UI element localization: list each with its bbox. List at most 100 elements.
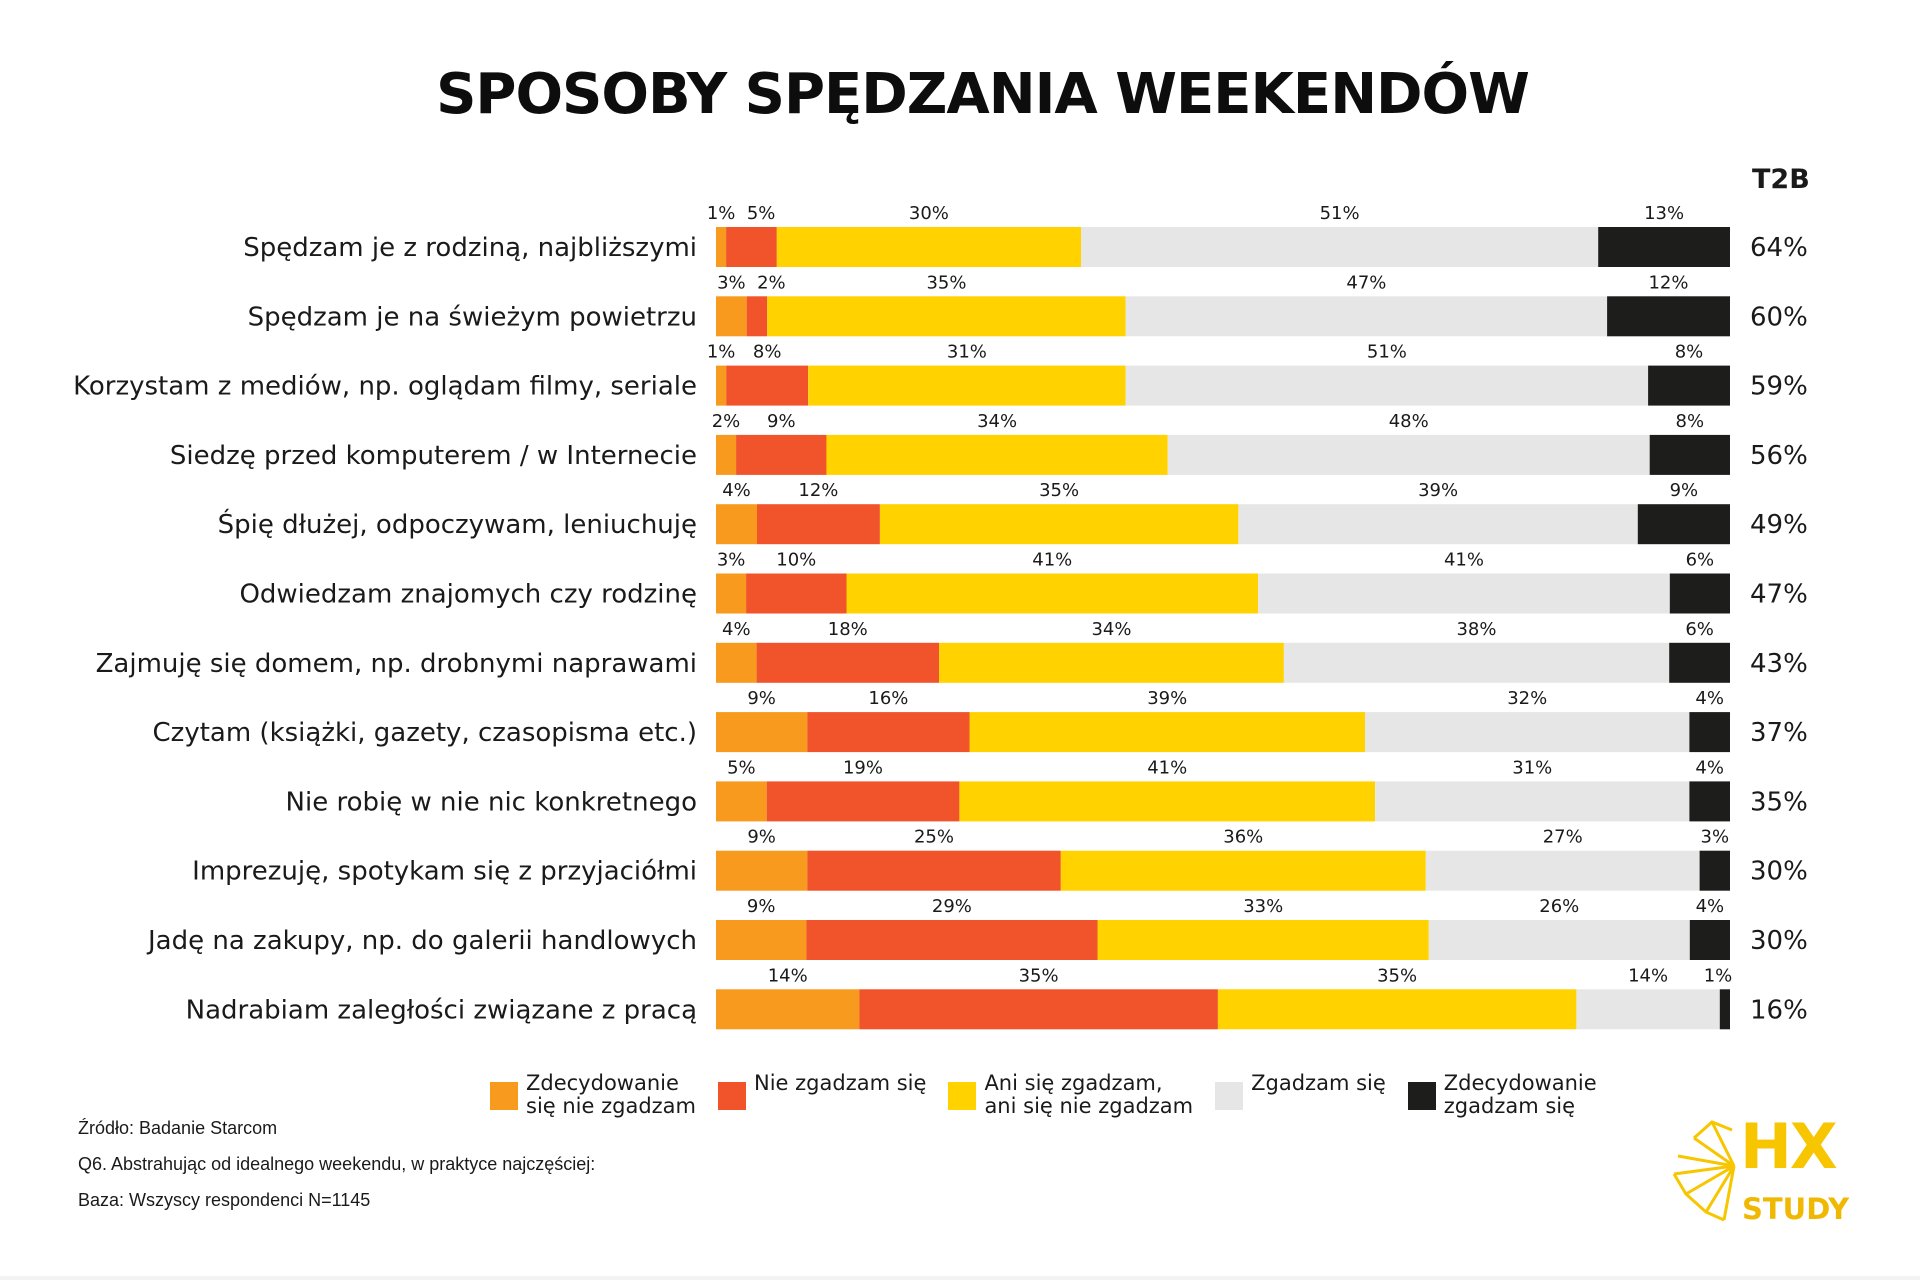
segment-value-label: 30% bbox=[909, 203, 949, 224]
t2b-value: 49% bbox=[1750, 510, 1808, 540]
legend-label-strongly-agree: Zdecydowanie zgadzam się bbox=[1443, 1071, 1597, 1118]
segment-value-label: 6% bbox=[1685, 619, 1714, 640]
segment-value-label: 26% bbox=[1539, 896, 1579, 917]
bar-segment-agree bbox=[1283, 642, 1670, 683]
bar-segment-neutral bbox=[808, 365, 1126, 406]
t2b-value: 56% bbox=[1750, 441, 1808, 471]
segment-value-label: 51% bbox=[1320, 203, 1360, 224]
bar-segment-strongly-disagree bbox=[716, 434, 737, 475]
segment-value-label: 12% bbox=[798, 480, 838, 501]
category-label: Korzystam z mediów, np. oglądam filmy, s… bbox=[73, 372, 697, 402]
bar-segment-strongly-disagree bbox=[716, 850, 808, 891]
bar-segment-disagree bbox=[726, 365, 809, 406]
footnote-base: Baza: Wszyscy respondenci N=1145 bbox=[78, 1190, 371, 1210]
bar-segment-neutral bbox=[1217, 989, 1577, 1030]
bar-segment-disagree bbox=[757, 504, 880, 545]
bar-segment-strongly-agree bbox=[1669, 573, 1730, 614]
bar-segment-strongly-agree bbox=[1637, 504, 1730, 545]
bar-segment-agree bbox=[1125, 365, 1649, 406]
legend-item-neutral: Ani się zgadzam, ani się nie zgadzam bbox=[948, 1072, 1193, 1118]
bar-segment-agree bbox=[1365, 712, 1690, 753]
segment-value-label: 8% bbox=[1676, 411, 1705, 432]
segment-value-label: 12% bbox=[1648, 272, 1688, 293]
segment-value-label: 27% bbox=[1543, 827, 1583, 848]
bar-segment-neutral bbox=[959, 781, 1376, 822]
bar-segment-disagree bbox=[726, 227, 777, 267]
bar-segment-agree bbox=[1167, 434, 1650, 475]
segment-value-label: 39% bbox=[1418, 480, 1458, 501]
bar-segment-strongly-disagree bbox=[716, 573, 747, 614]
category-label: Zajmuję się domem, np. drobnymi naprawam… bbox=[96, 649, 697, 679]
t2b-value: 37% bbox=[1750, 718, 1808, 748]
category-label: Siedzę przed komputerem / w Internecie bbox=[170, 441, 697, 471]
bar-segment-disagree bbox=[756, 642, 940, 683]
bar-segment-strongly-disagree bbox=[716, 781, 767, 822]
legend-swatch-strongly-agree bbox=[1407, 1082, 1436, 1110]
category-label: Odwiedzam znajomych czy rodzinę bbox=[239, 580, 697, 610]
bar-segment-agree bbox=[1375, 781, 1690, 822]
segment-value-label: 41% bbox=[1444, 550, 1484, 571]
segment-value-label: 6% bbox=[1686, 550, 1715, 571]
bar-segment-strongly-agree bbox=[1649, 434, 1730, 475]
segment-value-label: 1% bbox=[707, 203, 736, 224]
logo-hx-text: HX bbox=[1740, 1110, 1838, 1183]
legend-item-disagree: Nie zgadzam się bbox=[718, 1072, 926, 1110]
legend-swatch-strongly-disagree bbox=[490, 1082, 518, 1110]
segment-value-label: 10% bbox=[776, 550, 816, 571]
legend-label-disagree: Nie zgadzam się bbox=[754, 1071, 927, 1095]
segment-value-label: 5% bbox=[727, 757, 756, 778]
bar-segment-strongly-disagree bbox=[716, 227, 727, 267]
category-label: Nadrabiam zaległości związane z pracą bbox=[186, 995, 697, 1025]
segment-value-label: 34% bbox=[977, 411, 1017, 432]
segment-value-label: 38% bbox=[1456, 619, 1496, 640]
segment-value-label: 3% bbox=[717, 272, 746, 293]
segment-value-label: 25% bbox=[914, 827, 954, 848]
segment-value-label: 31% bbox=[947, 342, 987, 363]
t2b-value: 47% bbox=[1750, 580, 1808, 610]
bar-segment-disagree bbox=[736, 434, 827, 475]
segment-value-label: 35% bbox=[1019, 965, 1059, 986]
logo-study-text: STUDY bbox=[1742, 1192, 1850, 1226]
bar-segment-strongly-agree bbox=[1689, 781, 1730, 822]
segment-value-label: 31% bbox=[1512, 757, 1552, 778]
segment-value-label: 9% bbox=[747, 896, 776, 917]
footnotes: Źródło: Badanie Starcom Q6. Abstrahując … bbox=[78, 1118, 595, 1226]
bar-segment-disagree bbox=[746, 573, 847, 614]
category-label: Nie robię w nie nic konkretnego bbox=[286, 787, 697, 817]
t2b-value: 30% bbox=[1750, 857, 1808, 887]
legend-item-strongly-disagree: Zdecydowanie się nie zgadzam bbox=[490, 1072, 696, 1118]
segment-value-label: 1% bbox=[707, 342, 736, 363]
segment-value-label: 29% bbox=[932, 896, 972, 917]
segment-value-label: 47% bbox=[1346, 272, 1386, 293]
segment-value-label: 36% bbox=[1223, 827, 1263, 848]
bar-segment-agree bbox=[1081, 227, 1599, 267]
segment-value-label: 32% bbox=[1507, 688, 1547, 709]
category-label: Imprezuję, spotykam się z przyjaciółmi bbox=[192, 857, 697, 887]
bar-segment-disagree bbox=[859, 989, 1218, 1030]
bar-segment-agree bbox=[1125, 296, 1608, 337]
bar-segment-strongly-agree bbox=[1689, 920, 1730, 960]
segment-value-label: 4% bbox=[1695, 757, 1724, 778]
category-label: Spędzam je na świeżym powietrzu bbox=[248, 302, 697, 332]
segment-value-label: 2% bbox=[757, 272, 786, 293]
bar-segment-strongly-agree bbox=[1699, 850, 1730, 891]
t2b-value: 43% bbox=[1750, 649, 1808, 679]
t2b-value: 16% bbox=[1750, 995, 1808, 1025]
segment-value-label: 14% bbox=[768, 965, 808, 986]
bar-segment-disagree bbox=[806, 920, 1098, 960]
bar-segment-disagree bbox=[766, 781, 960, 822]
segment-value-label: 8% bbox=[753, 342, 782, 363]
chart-legend: Zdecydowanie się nie zgadzam Nie zgadzam… bbox=[490, 1072, 1619, 1118]
segment-value-label: 48% bbox=[1389, 411, 1429, 432]
bar-segment-neutral bbox=[1097, 920, 1429, 960]
segment-value-label: 14% bbox=[1628, 965, 1668, 986]
segment-value-label: 1% bbox=[1704, 965, 1733, 986]
segment-value-label: 16% bbox=[868, 688, 908, 709]
bar-segment-neutral bbox=[767, 296, 1126, 337]
hx-study-logo: HX STUDY bbox=[1672, 1110, 1858, 1226]
bar-segment-neutral bbox=[826, 434, 1168, 475]
t2b-value: 35% bbox=[1750, 787, 1808, 817]
bar-segment-agree bbox=[1428, 920, 1690, 960]
bar-segment-strongly-disagree bbox=[716, 989, 860, 1030]
footnote-source: Źródło: Badanie Starcom bbox=[78, 1118, 278, 1138]
